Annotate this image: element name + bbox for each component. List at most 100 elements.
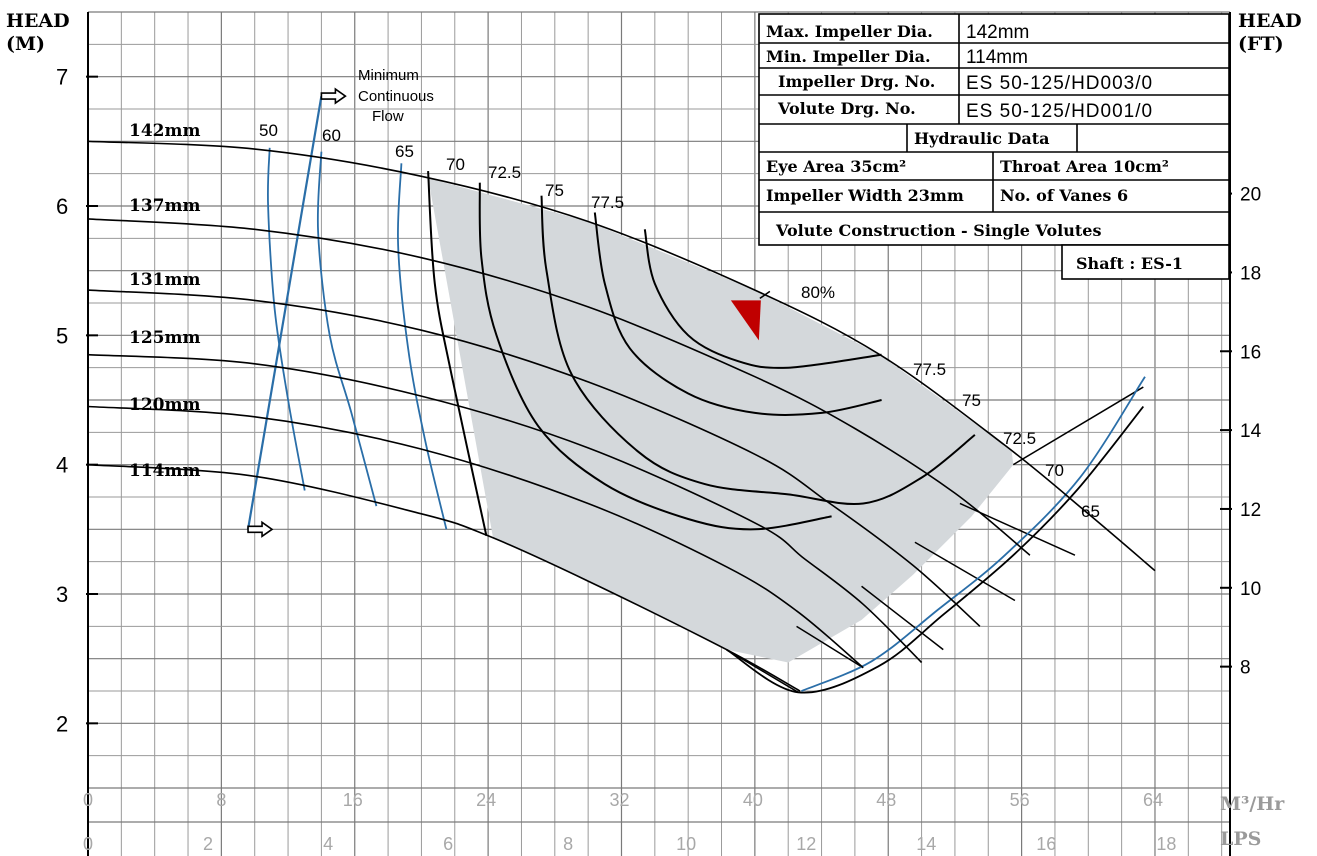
eff-label-top-77.5: 77.5 — [591, 193, 624, 212]
left-axis-tick-label: 2 — [56, 711, 68, 736]
left-axis-tick-label: 5 — [56, 323, 68, 348]
right-axis-tick-label: 14 — [1240, 421, 1262, 442]
min-flow-label-2: Continuous — [358, 88, 434, 105]
right-axis-title-line2: (FT) — [1238, 33, 1284, 55]
curve-labels: 142mm 137mm 131mm 125mm 120mm 114mm 50 60 65 70 72… — [129, 121, 1100, 521]
impeller-label-125mm: 125mm — [129, 328, 200, 348]
min-flow-arrow — [247, 520, 274, 538]
left-axis-tick-label: 3 — [56, 582, 68, 607]
info-table: Max. Impeller Dia. 142mm Min. Impeller D… — [758, 13, 1230, 280]
x-tick-label-lps: 6 — [443, 834, 453, 854]
eff-75-contour — [593, 212, 882, 416]
impeller-curve-137mm — [87, 218, 1031, 556]
impeller-curve-131mm — [87, 289, 981, 627]
no-of-vanes: No. of Vanes 6 — [1000, 186, 1128, 205]
impeller-label-137mm: 137mm — [129, 196, 200, 216]
left-axis-title-line1: HEAD — [6, 10, 70, 32]
eff-hatch-line — [796, 625, 864, 669]
eff-label-right-75: 75 — [962, 391, 981, 410]
right-axis-title-line1: HEAD — [1238, 10, 1302, 32]
x-tick-label-lps: 10 — [676, 834, 696, 854]
left-axis-tick-label: 4 — [56, 453, 68, 478]
eff-hatch-line — [861, 585, 944, 651]
min-impeller-label: Min. Impeller Dia. — [766, 47, 931, 66]
efficiency-shaded-region — [428, 178, 1014, 663]
x-tick-label-m3hr: 56 — [1010, 790, 1030, 810]
eff-label-top-75: 75 — [545, 181, 564, 200]
eff-label-top-70: 70 — [446, 155, 465, 174]
x-tick-label-lps: 16 — [1036, 834, 1056, 854]
eff-label-top-60: 60 — [322, 126, 341, 145]
eff-50-contour — [266, 147, 306, 491]
right-frame-lower — [726, 405, 1145, 694]
impeller-label-142mm: 142mm — [129, 121, 200, 141]
max-impeller-label: Max. Impeller Dia. — [766, 22, 933, 41]
hydraulic-data-header: Hydraulic Data — [914, 129, 1050, 148]
eff-hatch-line — [914, 541, 1016, 602]
impeller-width: Impeller Width 23mm — [766, 186, 964, 205]
x-tick-label-m3hr: 0 — [83, 790, 93, 810]
x-tick-label-m3hr: 8 — [216, 790, 226, 810]
x-tick-label-m3hr: 24 — [476, 790, 496, 810]
x-axis-unit-m3hr: M³/Hr — [1220, 793, 1285, 815]
x-tick-label-lps: 18 — [1156, 834, 1176, 854]
min-impeller-value: 114mm — [966, 47, 1028, 68]
eff-label-right-77.5: 77.5 — [913, 360, 946, 379]
right-axis-tick-label: 10 — [1240, 579, 1261, 600]
eff-label-right-72.5: 72.5 — [1003, 429, 1036, 448]
min-flow-label-3: Flow — [372, 108, 404, 125]
min-flow-indicator — [246, 87, 347, 538]
min-flow-line — [246, 95, 323, 530]
impeller-curves — [87, 140, 1156, 692]
x-tick-label-m3hr: 16 — [343, 790, 363, 810]
impeller-label-131mm: 131mm — [129, 270, 200, 290]
x-tick-label-lps: 14 — [916, 834, 936, 854]
eff-label-right-65: 65 — [1081, 502, 1100, 521]
x-tick-label-lps: 0 — [83, 834, 93, 854]
eff-60-contour — [316, 151, 378, 507]
eff-77-5-contour — [643, 229, 882, 369]
x-tick-label-m3hr: 48 — [876, 790, 896, 810]
right-axis-tick-label: 18 — [1240, 263, 1261, 284]
x-tick-label-m3hr: 40 — [743, 790, 763, 810]
impeller-curve-125mm — [87, 353, 923, 664]
x-tick-label-lps: 12 — [796, 834, 816, 854]
impeller-drg-label: Impeller Drg. No. — [778, 72, 935, 91]
bep-marker-icon — [730, 300, 761, 341]
eff-label-top-50: 50 — [259, 121, 278, 140]
eff-70-contour — [478, 182, 832, 531]
right-axis-tick-label: 8 — [1240, 658, 1251, 679]
eff-label-top-72.5: 72.5 — [488, 163, 521, 182]
eff-65-left-contour — [397, 163, 448, 530]
eff-65-right-contour — [801, 376, 1146, 692]
impeller-curve-114mm — [87, 463, 801, 692]
min-flow-label-1: Minimum — [358, 67, 419, 84]
shaded-area — [428, 178, 1014, 663]
volute-drg-value: ES 50-125/HD001/0 — [966, 101, 1153, 122]
eff-hatch-line — [1012, 386, 1144, 466]
max-impeller-value: 142mm — [966, 22, 1029, 43]
x-tick-label-lps: 4 — [323, 834, 333, 854]
min-flow-arrow — [320, 87, 347, 105]
impeller-curve-120mm — [87, 405, 864, 669]
x-tick-label-lps: 8 — [563, 834, 573, 854]
volute-construction: Volute Construction - Single Volutes — [775, 221, 1101, 240]
eff-label-right-80%: 80% — [801, 283, 835, 302]
right-axis-tick-label: 16 — [1240, 342, 1261, 363]
volute-drg-label: Volute Drg. No. — [777, 99, 916, 118]
impeller-label-114mm: 114mm — [129, 461, 200, 481]
x-axis-unit-lps: LPS — [1220, 828, 1261, 850]
right-axis-tick-label: 12 — [1240, 500, 1261, 521]
right-axis-tick-label: 20 — [1240, 185, 1261, 206]
impeller-label-120mm: 120mm — [129, 395, 200, 415]
shaft: Shaft : ES-1 — [1076, 254, 1183, 273]
eff-70-left-contour — [427, 171, 488, 537]
impeller-curve-142mm — [87, 140, 1156, 572]
eff-label-top-65: 65 — [395, 142, 414, 161]
efficiency-contours — [246, 87, 1146, 694]
left-axis-title-line2: (M) — [6, 33, 45, 55]
left-axis-tick-label: 6 — [56, 194, 68, 219]
eye-area: Eye Area 35cm² — [766, 157, 906, 176]
